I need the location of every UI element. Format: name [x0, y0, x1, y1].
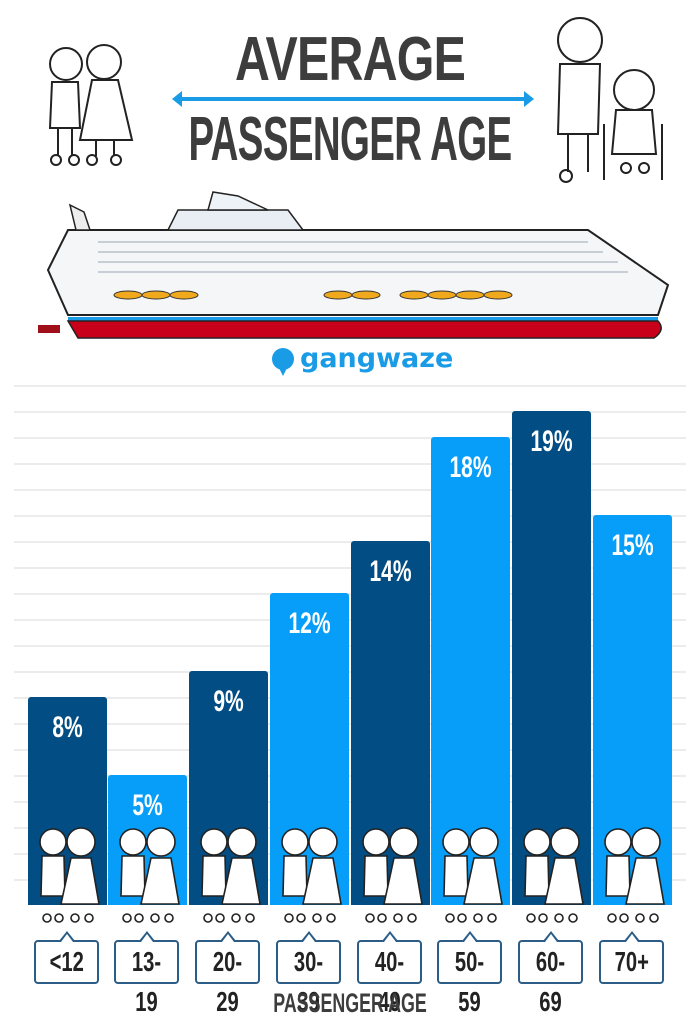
bar-value-label: 5% — [132, 789, 163, 822]
gridline — [14, 775, 686, 777]
gridline — [14, 879, 686, 881]
gridline — [14, 463, 686, 465]
ship-pin-icon — [272, 347, 294, 376]
gridline — [14, 853, 686, 855]
x-tick-label: 60-69 — [535, 946, 566, 1017]
x-axis-label: PASSENGER AGE — [273, 988, 427, 1018]
gridline — [14, 437, 686, 439]
x-tick-label: 70+ — [614, 946, 649, 977]
gridline — [14, 515, 686, 517]
people-figures-icon — [281, 827, 342, 923]
gridline — [14, 567, 686, 569]
age-category-tag: 20-29 — [195, 931, 260, 1017]
gridline — [14, 801, 686, 803]
age-category-tag: 50-59 — [437, 931, 502, 1017]
title-line-1: AVERAGE — [234, 25, 466, 94]
age-category-tag: 60-69 — [518, 931, 583, 1017]
x-tick-label: 13-19 — [131, 946, 162, 1017]
x-tick-label: 50-59 — [454, 946, 485, 1017]
x-tick-label: 20-29 — [212, 946, 243, 1017]
people-figures-icon — [523, 827, 584, 923]
age-category-tag: 70+ — [599, 931, 664, 984]
bar-value-label: 19% — [530, 425, 573, 458]
gridline — [14, 827, 686, 829]
bar-value-label: 14% — [369, 555, 412, 588]
gridline — [14, 645, 686, 647]
people-figures-icon — [200, 827, 261, 923]
bar-60-69: 19% — [512, 411, 591, 905]
bar-value-label: 12% — [288, 607, 331, 640]
gridline — [14, 671, 686, 673]
people-figures-icon — [39, 827, 100, 923]
gridline — [14, 697, 686, 699]
gridline — [14, 749, 686, 751]
title-line-2: PASSENGER AGE — [188, 105, 512, 174]
gridline — [14, 723, 686, 725]
x-tick-label: <12 — [49, 946, 84, 977]
bar-30-39: 12% — [270, 593, 349, 905]
gridline — [14, 411, 686, 413]
double-arrow-icon — [172, 91, 534, 107]
gridline — [14, 593, 686, 595]
age-category-tag: 13-19 — [114, 931, 179, 1017]
age-category-tag: <12 — [34, 931, 99, 984]
brand-name: gangwaze — [300, 343, 454, 374]
people-figures-icon — [119, 827, 180, 923]
people-figures-icon — [604, 827, 665, 923]
bar-50-59: 18% — [431, 437, 510, 905]
kids-illustration-icon — [48, 44, 134, 166]
gridline — [14, 385, 686, 387]
gangwaze-logo: gangwaze — [272, 343, 454, 376]
people-figures-icon — [362, 827, 423, 923]
bar-value-label: 9% — [213, 685, 244, 718]
age-category-tag: 40-49 — [357, 931, 422, 1017]
age-category-tag: 30-39 — [276, 931, 341, 1017]
gridline — [14, 619, 686, 621]
bar-value-label: 18% — [449, 451, 492, 484]
people-figures-icon — [442, 827, 503, 923]
gridline — [14, 489, 686, 491]
bar-value-label: 15% — [611, 529, 654, 562]
elderly-couple-illustration-icon — [556, 17, 663, 183]
x-tick-label: 40-49 — [374, 946, 405, 1017]
gridline — [14, 541, 686, 543]
cruise-ship-illustration-icon — [38, 191, 670, 339]
bar-value-label: 8% — [52, 711, 83, 744]
x-tick-label: 30-39 — [293, 946, 324, 1017]
